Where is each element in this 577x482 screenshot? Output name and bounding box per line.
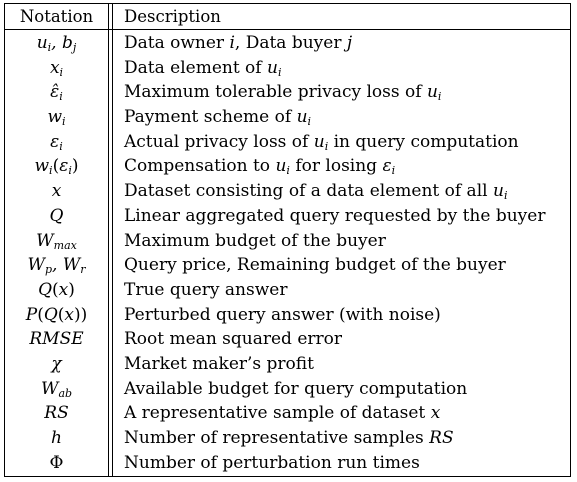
description-header: Description xyxy=(124,7,221,26)
notation-cell: Q xyxy=(49,205,64,226)
notation-cell: Wmax xyxy=(36,230,77,252)
description-cell: Data element of ui xyxy=(124,57,282,79)
table-row: Wmax Maximum budget of the buyer xyxy=(5,229,570,254)
table-row: Wab Available budget for query computatio… xyxy=(5,377,570,402)
table-row: wi(εi) Compensation to ui for losing εi xyxy=(5,154,570,179)
table-row: ui, bj Data owner i, Data buyer j xyxy=(5,31,570,56)
table-row: P(Q(x)) Perturbed query answer (with nois… xyxy=(5,303,570,328)
notation-cell: ε̂i xyxy=(50,82,63,104)
header-rule xyxy=(5,29,570,30)
notation-table: Notation Description ui, bj Data owner i,… xyxy=(4,3,571,477)
table-row: x Dataset consisting of a data element of… xyxy=(5,179,570,204)
table-header: Notation Description xyxy=(5,4,570,29)
description-cell: Number of perturbation run times xyxy=(124,452,420,473)
description-cell: True query answer xyxy=(124,279,288,300)
table-row: ε̂i Maximum tolerable privacy loss of ui xyxy=(5,80,570,105)
table-row: RS A representative sample of dataset x xyxy=(5,401,570,426)
table-row: h Number of representative samples RS xyxy=(5,426,570,451)
notation-cell: h xyxy=(51,428,62,448)
description-cell: Perturbed query answer (with noise) xyxy=(124,304,441,325)
table-row: wi Payment scheme of ui xyxy=(5,105,570,130)
column-divider xyxy=(112,4,113,476)
column-divider xyxy=(108,4,109,476)
notation-header: Notation xyxy=(19,7,94,26)
description-cell: Data owner i, Data buyer j xyxy=(124,33,353,53)
notation-cell: P(Q(x)) xyxy=(25,304,88,325)
table-row: χ Market maker’s profit xyxy=(5,352,570,377)
notation-cell: Φ xyxy=(49,452,64,473)
notation-cell: εi xyxy=(50,131,63,153)
notation-cell: χ xyxy=(51,353,62,374)
table-row: Φ Number of perturbation run times xyxy=(5,451,570,476)
notation-cell: wi xyxy=(47,107,66,129)
table-row: Q(x) True query answer xyxy=(5,278,570,303)
description-cell: Number of representative samples RS xyxy=(124,428,454,448)
description-cell: A representative sample of dataset x xyxy=(124,403,441,424)
table-row: xi Data element of ui xyxy=(5,56,570,81)
notation-cell: ui, bj xyxy=(36,33,77,54)
description-cell: Available budget for query computation xyxy=(124,378,468,399)
notation-cell: x xyxy=(51,181,62,202)
description-cell: Dataset consisting of a data element of … xyxy=(124,181,508,203)
table-row: εi Actual privacy loss of ui in query com… xyxy=(5,130,570,155)
table-row: Wp, Wr Query price, Remaining budget of t… xyxy=(5,253,570,278)
description-cell: Maximum budget of the buyer xyxy=(124,230,386,251)
notation-cell: RS xyxy=(44,403,69,424)
notation-cell: Q(x) xyxy=(38,279,75,300)
table-row: RMSE Root mean squared error xyxy=(5,327,570,352)
notation-cell: xi xyxy=(49,57,64,79)
notation-cell: Wp, Wr xyxy=(27,255,86,277)
notation-cell: RMSE xyxy=(29,329,84,350)
description-cell: Maximum tolerable privacy loss of ui xyxy=(124,82,442,104)
description-cell: Query price, Remaining budget of the buy… xyxy=(124,255,506,276)
notation-cell: Wab xyxy=(40,378,73,400)
description-cell: Compensation to ui for losing εi xyxy=(124,156,396,178)
description-cell: Root mean squared error xyxy=(124,329,343,350)
description-cell: Market maker’s profit xyxy=(124,353,314,374)
table-row: Q Linear aggregated query requested by th… xyxy=(5,204,570,229)
description-cell: Payment scheme of ui xyxy=(124,107,312,129)
description-cell: Linear aggregated query requested by the… xyxy=(124,205,546,226)
description-cell: Actual privacy loss of ui in query compu… xyxy=(124,131,519,153)
notation-cell: wi(εi) xyxy=(34,156,79,178)
table-body: ui, bj Data owner i, Data buyer j xi Data e… xyxy=(5,31,570,475)
